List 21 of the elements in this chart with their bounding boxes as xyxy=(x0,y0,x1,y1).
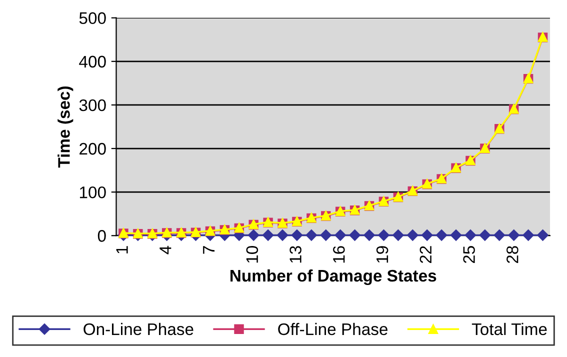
x-tick-label: 28 xyxy=(506,246,518,264)
x-tick-label: 7 xyxy=(203,246,215,254)
x-tick-label: 1 xyxy=(116,246,128,254)
x-tick-label: 13 xyxy=(290,246,302,263)
y-axis-title: Time (sec) xyxy=(58,86,74,168)
x-tick-label: 10 xyxy=(246,246,258,263)
x-axis-title: Number of Damage States xyxy=(230,269,436,286)
x-tick-label: 19 xyxy=(376,246,388,263)
y-tick-label: 300 xyxy=(79,99,106,112)
legend-label: Total Time xyxy=(472,322,547,336)
legend-label: Off-Line Phase xyxy=(278,322,388,336)
y-tick-label: 0 xyxy=(98,230,106,242)
x-tick-label: 4 xyxy=(160,246,172,254)
x-tick-label: 25 xyxy=(463,246,475,264)
legend-label: On-Line Phase xyxy=(84,322,194,336)
y-tick-label: 200 xyxy=(80,142,106,155)
y-tick-label: 500 xyxy=(79,12,106,24)
y-tick-label: 400 xyxy=(79,56,106,68)
y-tick-label: 100 xyxy=(80,186,106,198)
x-tick-label: 16 xyxy=(333,246,345,263)
x-tick-label: 22 xyxy=(420,246,432,264)
